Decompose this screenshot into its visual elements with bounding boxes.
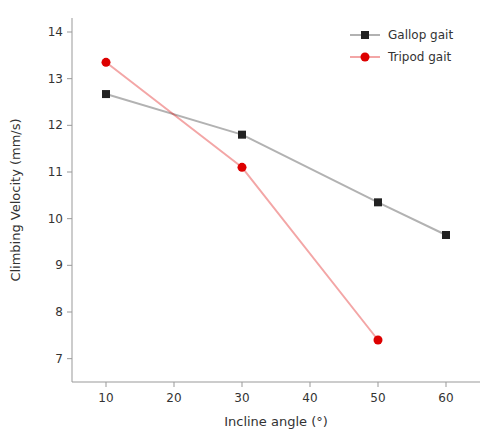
- x-tick: [446, 382, 447, 387]
- x-tick: [242, 382, 243, 387]
- plot-area: [102, 58, 451, 345]
- x-tick-label: 50: [370, 391, 385, 405]
- data-point: [102, 90, 110, 98]
- x-tick: [310, 382, 311, 387]
- y-tick: [67, 218, 72, 219]
- y-tick-label: 8: [55, 305, 63, 319]
- x-tick: [378, 382, 379, 387]
- series: [102, 58, 383, 345]
- x-tick-label: 40: [302, 391, 317, 405]
- x-tick-label: 30: [234, 391, 249, 405]
- axes: 10 20 30 40 50 60 7 8 9 10 11 12 13 14: [48, 18, 480, 405]
- data-point: [102, 58, 111, 67]
- x-axis-label: Incline angle (°): [224, 414, 328, 429]
- y-tick-label: 11: [48, 165, 63, 179]
- series: [102, 90, 450, 239]
- data-point: [238, 131, 246, 139]
- y-tick: [67, 265, 72, 266]
- y-tick: [67, 358, 72, 359]
- data-point: [442, 231, 450, 239]
- y-tick: [67, 125, 72, 126]
- y-tick: [67, 78, 72, 79]
- chart-svg: 10 20 30 40 50 60 7 8 9 10 11 12 13 14 Incline angle (…: [0, 0, 500, 440]
- x-axis-line: [72, 382, 480, 383]
- x-tick: [106, 382, 107, 387]
- x-tick: [174, 382, 175, 387]
- y-tick: [67, 312, 72, 313]
- data-point: [238, 163, 247, 172]
- x-tick-label: 10: [98, 391, 113, 405]
- y-tick-label: 13: [48, 72, 63, 86]
- data-point: [374, 336, 383, 345]
- y-tick-label: 7: [55, 352, 63, 366]
- x-tick-label: 20: [166, 391, 181, 405]
- series-line: [106, 62, 378, 340]
- y-axis-line: [72, 18, 73, 382]
- legend-marker: [361, 53, 370, 62]
- legend-marker: [361, 31, 369, 39]
- legend-label: Gallop gait: [388, 28, 453, 42]
- y-tick-label: 12: [48, 118, 63, 132]
- x-tick-label: 60: [438, 391, 453, 405]
- legend: Gallop gait Tripod gait: [350, 28, 453, 64]
- legend-label: Tripod gait: [387, 50, 452, 64]
- y-tick: [67, 32, 72, 33]
- data-point: [374, 198, 382, 206]
- y-tick-label: 14: [48, 25, 63, 39]
- y-tick-label: 10: [48, 212, 63, 226]
- chart-container: 10 20 30 40 50 60 7 8 9 10 11 12 13 14 Incline angle (…: [0, 0, 500, 440]
- y-axis-label: Climbing Velocity (mm/s): [8, 118, 23, 281]
- y-tick-label: 9: [55, 258, 63, 272]
- series-line: [106, 94, 446, 235]
- y-tick: [67, 172, 72, 173]
